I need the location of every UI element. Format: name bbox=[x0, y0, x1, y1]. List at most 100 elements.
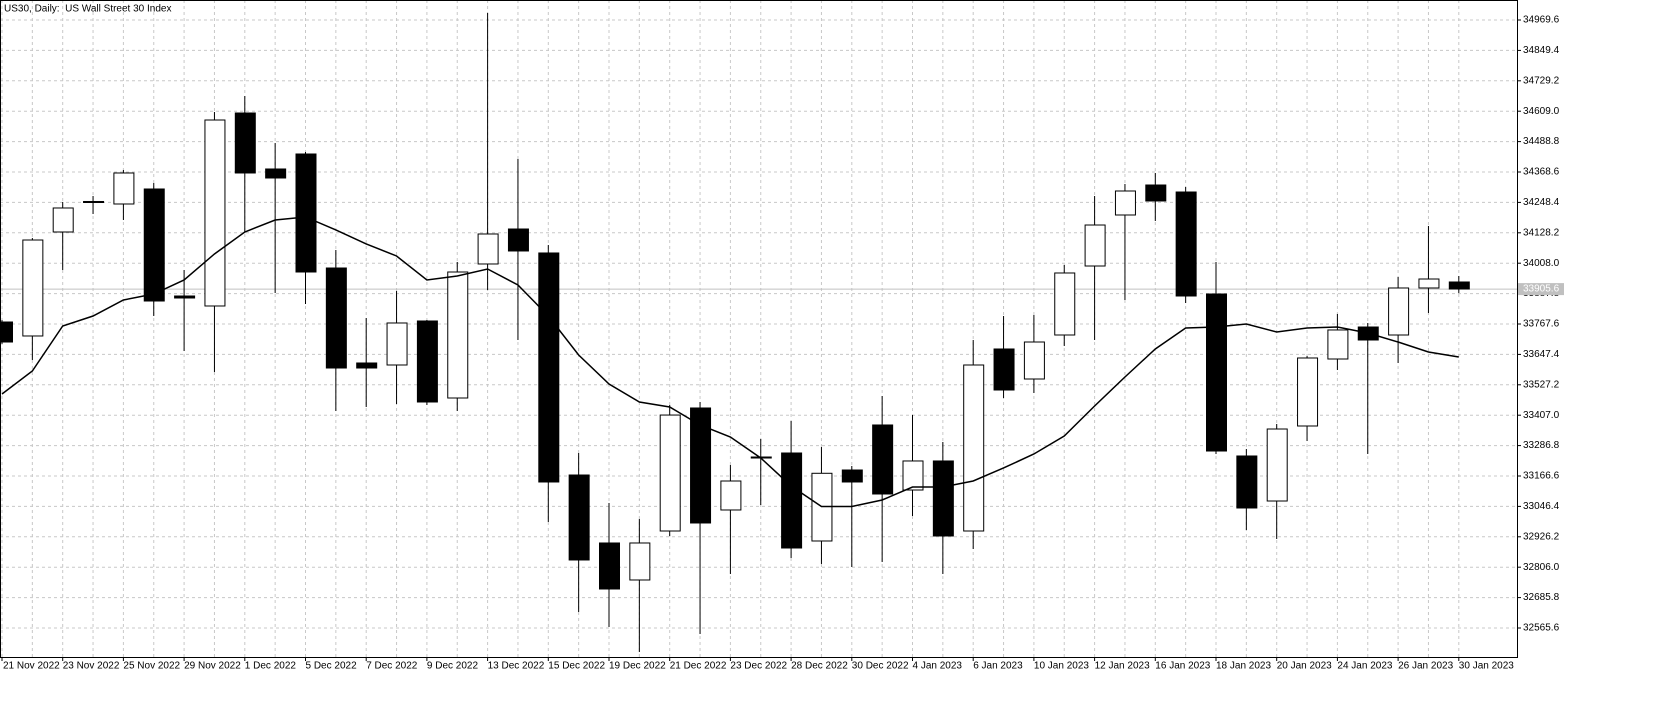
candle-body-up bbox=[83, 200, 105, 204]
y-tick-label: 34248.4 bbox=[1523, 197, 1560, 208]
x-tick-label: 20 Jan 2023 bbox=[1277, 661, 1332, 672]
y-tick-label: 32806.0 bbox=[1523, 562, 1560, 573]
y-tick-label: 33647.4 bbox=[1523, 349, 1560, 360]
candle-body-up bbox=[629, 542, 651, 581]
x-tick-label: 24 Jan 2023 bbox=[1337, 661, 1392, 672]
candle-body-down bbox=[507, 228, 529, 252]
y-tick-label: 33767.6 bbox=[1523, 319, 1560, 330]
x-tick-label: 5 Dec 2022 bbox=[306, 661, 358, 672]
x-tick-label: 21 Dec 2022 bbox=[670, 661, 727, 672]
moving-average-line bbox=[1, 216, 1459, 508]
y-tick-label: 34849.4 bbox=[1523, 45, 1560, 56]
x-tick-label: 7 Dec 2022 bbox=[366, 661, 418, 672]
x-tick-label: 23 Dec 2022 bbox=[730, 661, 787, 672]
y-tick-label: 32565.6 bbox=[1523, 623, 1560, 634]
candle-body-down bbox=[538, 252, 560, 483]
x-tick-label: 4 Jan 2023 bbox=[913, 661, 963, 672]
candle-body-down bbox=[325, 267, 347, 369]
candle-body-down bbox=[174, 295, 196, 299]
current-price-label: 33905.6 bbox=[1523, 284, 1560, 295]
chart-title: US30, Daily: US Wall Street 30 Index bbox=[4, 4, 171, 15]
x-tick-label: 28 Dec 2022 bbox=[791, 661, 848, 672]
candle-body-down bbox=[265, 168, 287, 179]
x-tick-label: 13 Dec 2022 bbox=[488, 661, 545, 672]
candle-body-up bbox=[720, 480, 742, 511]
y-tick-label: 32926.2 bbox=[1523, 531, 1560, 542]
y-tick-label: 34729.2 bbox=[1523, 75, 1560, 86]
x-tick-label: 30 Dec 2022 bbox=[852, 661, 909, 672]
x-tick-label: 16 Jan 2023 bbox=[1155, 661, 1210, 672]
y-tick-label: 34969.6 bbox=[1523, 15, 1560, 26]
candle-body-down bbox=[295, 153, 317, 273]
candle-body-down bbox=[356, 362, 378, 369]
x-tick-label: 21 Nov 2022 bbox=[3, 661, 60, 672]
y-tick-label: 33407.0 bbox=[1523, 410, 1560, 421]
x-tick-label: 25 Nov 2022 bbox=[123, 661, 180, 672]
x-tick-label: 12 Jan 2023 bbox=[1095, 661, 1150, 672]
candle-body-up bbox=[113, 172, 135, 205]
y-tick-label: 33527.2 bbox=[1523, 379, 1560, 390]
candle-body-down bbox=[1145, 184, 1167, 202]
candle-body-up bbox=[477, 233, 499, 265]
x-tick-label: 6 Jan 2023 bbox=[973, 661, 1023, 672]
x-tick-label: 9 Dec 2022 bbox=[427, 661, 479, 672]
candle-body-up bbox=[1114, 190, 1136, 216]
y-tick-label: 34488.8 bbox=[1523, 136, 1560, 147]
candle-body-down bbox=[1236, 455, 1258, 509]
candle-body-down bbox=[781, 452, 803, 549]
candle-body-up bbox=[1084, 224, 1106, 267]
candle-body-up bbox=[659, 414, 681, 532]
x-tick-label: 26 Jan 2023 bbox=[1398, 661, 1453, 672]
y-tick-label: 34609.0 bbox=[1523, 106, 1560, 117]
candle-body-down bbox=[690, 407, 712, 524]
candle-body-up bbox=[1418, 278, 1440, 289]
candle-body-down bbox=[872, 424, 894, 495]
x-tick-label: 29 Nov 2022 bbox=[184, 661, 241, 672]
candle-body-up bbox=[1297, 357, 1319, 427]
y-tick-label: 33046.4 bbox=[1523, 501, 1560, 512]
y-tick-label: 34368.6 bbox=[1523, 167, 1560, 178]
candle-body-down bbox=[416, 320, 438, 403]
x-tick-label: 1 Dec 2022 bbox=[245, 661, 297, 672]
grid bbox=[0, 0, 1517, 657]
candle-body-down bbox=[1175, 191, 1197, 297]
candle-body-down bbox=[932, 460, 954, 537]
candle-body-up bbox=[447, 271, 469, 399]
y-tick-label: 33166.6 bbox=[1523, 471, 1560, 482]
candle-body-down bbox=[568, 474, 590, 561]
candle-body-down bbox=[599, 542, 620, 590]
candle-body-down bbox=[841, 469, 863, 483]
candle-body-up bbox=[963, 364, 985, 532]
candle-body-up bbox=[1327, 329, 1349, 360]
candle-body-down bbox=[1206, 293, 1227, 452]
candle-body-up bbox=[1388, 287, 1410, 336]
x-tick-label: 23 Nov 2022 bbox=[63, 661, 120, 672]
candle-body-up bbox=[1054, 272, 1076, 336]
y-tick-label: 34008.0 bbox=[1523, 258, 1560, 269]
current-price-box bbox=[1518, 283, 1564, 296]
candle-body-up bbox=[52, 207, 74, 233]
x-tick-label: 30 Jan 2023 bbox=[1459, 661, 1514, 672]
plot bbox=[1, 12, 1517, 653]
candle-body-down bbox=[143, 188, 165, 302]
candle-body-down bbox=[1, 321, 13, 343]
plot-frame bbox=[0, 0, 1518, 658]
candle-body-up bbox=[902, 460, 924, 491]
candle-body-down bbox=[1448, 281, 1470, 290]
candle-body-up bbox=[1023, 341, 1045, 380]
x-tick-label: 15 Dec 2022 bbox=[548, 661, 605, 672]
y-tick-label: 33286.8 bbox=[1523, 440, 1560, 451]
candle-body-down bbox=[234, 112, 256, 174]
candle-body-up bbox=[1266, 428, 1288, 502]
candle-body-up bbox=[386, 322, 408, 366]
candle-body-up bbox=[22, 239, 44, 337]
x-tick-label: 19 Dec 2022 bbox=[609, 661, 666, 672]
candle-body-up bbox=[204, 119, 226, 307]
candle-body-down bbox=[993, 348, 1015, 391]
y-tick-label: 34128.2 bbox=[1523, 227, 1560, 238]
axes: 34969.6 34849.4 34729.2 34609.0 34488.8 34368… bbox=[1, 15, 1564, 672]
y-tick-label: 32685.8 bbox=[1523, 592, 1560, 603]
